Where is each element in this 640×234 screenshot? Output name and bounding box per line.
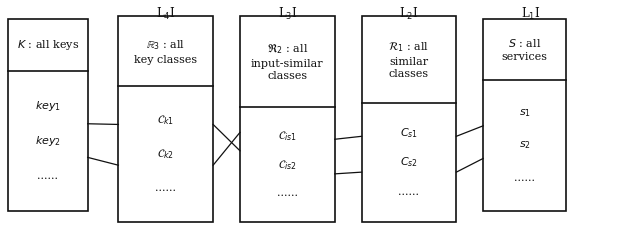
Text: ......: ...... (399, 187, 419, 197)
Text: $\mathcal{R}_1$ : all
similar
classes: $\mathcal{R}_1$ : all similar classes (388, 40, 429, 79)
Text: $\mathbb{R}_3$ : all
key classes: $\mathbb{R}_3$ : all key classes (134, 38, 197, 65)
Text: $key_2$: $key_2$ (35, 134, 61, 148)
Text: $s_2$: $s_2$ (519, 139, 531, 151)
Text: $\mathcal{C}_{k1}$: $\mathcal{C}_{k1}$ (157, 113, 174, 127)
Text: $\mathfrak{R}_2$ : all
input-similar
classes: $\mathfrak{R}_2$ : all input-similar cla… (251, 42, 324, 81)
Text: ......: ...... (277, 188, 298, 198)
Text: $\mathcal{C}_{is1}$: $\mathcal{C}_{is1}$ (278, 129, 297, 143)
Text: L$_1$I: L$_1$I (521, 6, 540, 22)
Text: $C_{s2}$: $C_{s2}$ (400, 156, 418, 169)
Text: ......: ...... (515, 173, 535, 183)
Text: L$_2$I: L$_2$I (399, 6, 419, 22)
Text: L$_3$I: L$_3$I (278, 6, 297, 22)
Text: $S$ : all
services: $S$ : all services (502, 37, 548, 62)
Text: $\mathcal{C}_{is2}$: $\mathcal{C}_{is2}$ (278, 158, 297, 172)
Text: $s_1$: $s_1$ (519, 107, 531, 119)
Bar (483, 19, 566, 211)
Text: $C_{s1}$: $C_{s1}$ (400, 126, 418, 140)
Bar (362, 16, 456, 222)
Text: $K$ : all keys: $K$ : all keys (17, 38, 79, 52)
Text: $key_1$: $key_1$ (35, 99, 61, 113)
Text: ......: ...... (37, 171, 58, 181)
Bar (118, 16, 213, 222)
Bar (240, 16, 335, 222)
Text: ......: ...... (156, 183, 176, 193)
Bar (8, 19, 88, 211)
Text: L$_4$I: L$_4$I (156, 6, 175, 22)
Text: $\mathcal{C}_{k2}$: $\mathcal{C}_{k2}$ (157, 147, 174, 161)
